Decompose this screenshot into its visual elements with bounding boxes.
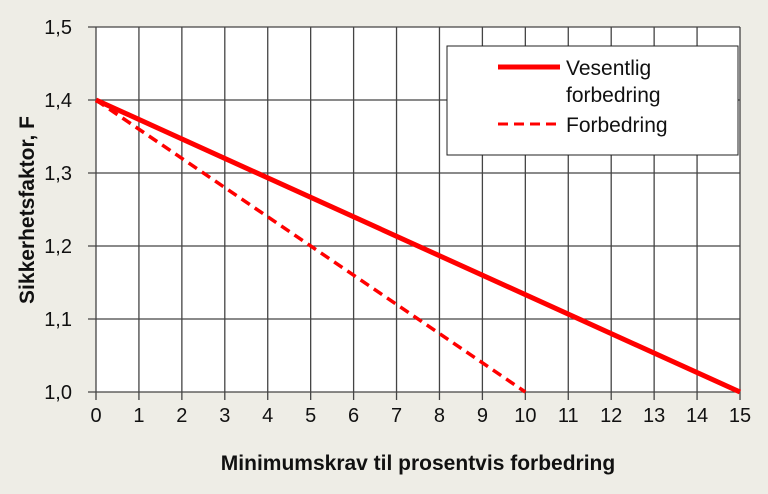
x-tick-label: 5	[305, 405, 316, 427]
gridlines	[88, 26, 741, 400]
legend-label-vesentlig-2: forbedring	[566, 84, 661, 107]
x-tick-label: 1	[133, 405, 144, 427]
y-tick-label: 1,3	[44, 163, 72, 185]
series-line-vesentlig-forbedring	[94, 97, 742, 395]
y-tick-label: 1,0	[44, 382, 72, 404]
legend-box	[446, 45, 739, 156]
x-axis-label: Minimumskrav til prosentvis forbedring	[221, 452, 615, 475]
legend-label-forbedring: Forbedring	[566, 114, 668, 137]
legend-label-vesentlig-1: Vesentlig	[566, 57, 651, 80]
x-tick-label: 15	[729, 405, 751, 427]
legend: Vesentlig forbedring Forbedring	[446, 45, 739, 156]
series-lines	[94, 97, 742, 395]
y-axis-label: Sikkerhetsfaktor, F	[16, 116, 39, 304]
x-tick-label: 14	[686, 405, 708, 427]
x-tick-label: 8	[434, 405, 445, 427]
x-tick-label: 10	[514, 405, 536, 427]
y-tick-label: 1,5	[44, 17, 72, 39]
y-tick-label: 1,2	[44, 236, 72, 258]
series-line-forbedring	[95, 98, 527, 394]
y-tick-label: 1,4	[44, 90, 72, 112]
x-tick-label: 4	[262, 405, 273, 427]
x-tick-label: 0	[90, 405, 101, 427]
x-tick-labels: 0 1 2 3 4 5 6 7 8 9 10 11 12 13 14 15	[90, 405, 751, 427]
x-tick-label: 13	[643, 405, 665, 427]
y-tick-label: 1,1	[44, 309, 72, 331]
x-tick-label: 12	[600, 405, 622, 427]
y-tick-labels: 1,0 1,1 1,2 1,3 1,4 1,5	[44, 17, 72, 404]
x-tick-label: 11	[558, 405, 579, 427]
x-tick-label: 9	[477, 405, 488, 427]
x-tick-label: 2	[176, 405, 187, 427]
x-tick-label: 3	[219, 405, 230, 427]
x-tick-label: 6	[348, 405, 359, 427]
x-tick-label: 7	[391, 405, 402, 427]
